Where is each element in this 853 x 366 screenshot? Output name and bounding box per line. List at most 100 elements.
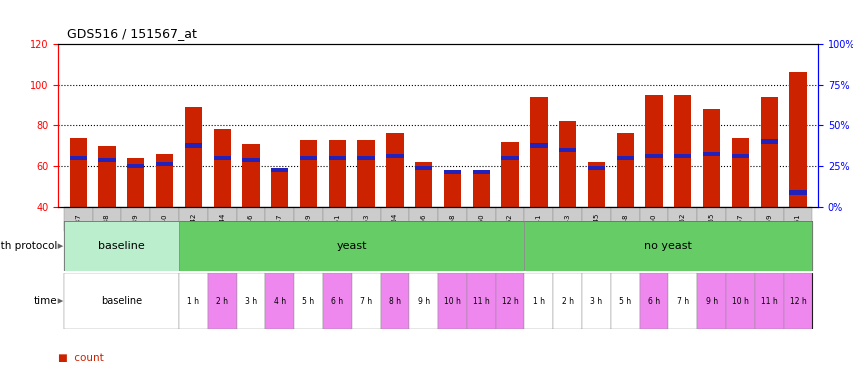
- Bar: [98, 146, 115, 207]
- Bar: [673, 95, 691, 207]
- Bar: [501, 142, 518, 207]
- Bar: [616, 156, 633, 160]
- Bar: [582, 207, 610, 231]
- Bar: [184, 143, 202, 148]
- Bar: [357, 156, 374, 160]
- Bar: [351, 273, 380, 329]
- Bar: [530, 97, 547, 207]
- Bar: [668, 273, 696, 329]
- Bar: [179, 207, 207, 231]
- Bar: [582, 273, 610, 329]
- Bar: [524, 273, 553, 329]
- Bar: [213, 156, 230, 160]
- Text: time: time: [34, 296, 57, 306]
- Bar: [92, 207, 121, 231]
- Text: ■  count: ■ count: [58, 353, 104, 363]
- Bar: [242, 158, 259, 162]
- Bar: [299, 139, 316, 207]
- Bar: [587, 166, 605, 170]
- Bar: [69, 138, 87, 207]
- Bar: [472, 174, 490, 207]
- Bar: [69, 156, 87, 160]
- Bar: [559, 147, 576, 152]
- Bar: [270, 168, 288, 207]
- Bar: [495, 207, 524, 231]
- Bar: [213, 130, 230, 207]
- Bar: [501, 156, 518, 160]
- Bar: [179, 221, 524, 271]
- Bar: [156, 162, 173, 166]
- Bar: [696, 273, 725, 329]
- Bar: [610, 207, 639, 231]
- Bar: [645, 154, 662, 158]
- Text: GDS516 / 151567_at: GDS516 / 151567_at: [67, 27, 196, 40]
- Text: no yeast: no yeast: [644, 241, 692, 251]
- Bar: [610, 273, 639, 329]
- Text: 11 h: 11 h: [760, 296, 776, 306]
- Bar: [467, 207, 495, 231]
- Bar: [64, 273, 179, 329]
- Bar: [299, 156, 316, 160]
- Bar: [265, 273, 293, 329]
- Bar: [409, 273, 438, 329]
- Text: 6 h: 6 h: [331, 296, 343, 306]
- Text: 5 h: 5 h: [302, 296, 314, 306]
- Bar: [322, 207, 351, 231]
- Text: 7 h: 7 h: [360, 296, 372, 306]
- Text: 11 h: 11 h: [473, 296, 489, 306]
- Bar: [524, 221, 811, 271]
- Text: 1 h: 1 h: [187, 296, 199, 306]
- Bar: [553, 207, 582, 231]
- Bar: [386, 154, 403, 158]
- Bar: [731, 138, 748, 207]
- Bar: [788, 72, 806, 207]
- Bar: [760, 97, 777, 207]
- Bar: [754, 207, 783, 231]
- Bar: [127, 158, 144, 207]
- Text: 10 h: 10 h: [444, 296, 461, 306]
- Bar: [725, 273, 754, 329]
- Bar: [530, 143, 547, 148]
- Bar: [668, 207, 696, 231]
- Bar: [415, 162, 432, 207]
- Bar: [553, 273, 582, 329]
- Text: 9 h: 9 h: [417, 296, 429, 306]
- Bar: [184, 107, 202, 207]
- Bar: [64, 221, 179, 271]
- Bar: [127, 164, 144, 168]
- Bar: [121, 207, 150, 231]
- Bar: [150, 207, 179, 231]
- Text: 6 h: 6 h: [647, 296, 659, 306]
- Bar: [444, 170, 461, 175]
- Bar: [98, 158, 115, 162]
- Bar: [380, 207, 409, 231]
- Bar: [293, 207, 322, 231]
- Text: 3 h: 3 h: [589, 296, 602, 306]
- Bar: [357, 139, 374, 207]
- Bar: [242, 144, 259, 207]
- Bar: [696, 207, 725, 231]
- Text: 7 h: 7 h: [676, 296, 688, 306]
- Bar: [616, 134, 633, 207]
- Bar: [788, 190, 806, 195]
- Bar: [754, 273, 783, 329]
- Text: 5 h: 5 h: [618, 296, 630, 306]
- Text: 2 h: 2 h: [216, 296, 228, 306]
- Bar: [673, 154, 691, 158]
- Bar: [495, 273, 524, 329]
- Bar: [467, 273, 495, 329]
- Bar: [783, 207, 811, 231]
- Bar: [783, 273, 811, 329]
- Bar: [702, 152, 719, 156]
- Bar: [386, 134, 403, 207]
- Bar: [328, 156, 345, 160]
- Bar: [639, 207, 668, 231]
- Bar: [438, 273, 467, 329]
- Bar: [270, 168, 288, 172]
- Bar: [265, 207, 293, 231]
- Text: 12 h: 12 h: [501, 296, 518, 306]
- Bar: [444, 170, 461, 207]
- Text: yeast: yeast: [336, 241, 367, 251]
- Text: growth protocol: growth protocol: [0, 241, 57, 251]
- Text: 10 h: 10 h: [731, 296, 748, 306]
